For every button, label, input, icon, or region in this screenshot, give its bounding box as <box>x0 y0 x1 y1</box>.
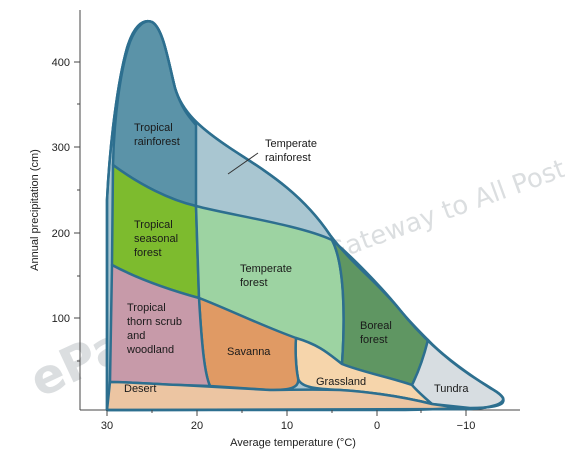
x-ticks: 30 20 10 0 −10 <box>101 410 475 432</box>
envelope-outline <box>105 19 505 412</box>
x-tick-label-0: 0 <box>374 420 380 432</box>
x-tick-label-30: 30 <box>101 420 113 432</box>
x-axis-title: Average temperature (°C) <box>230 437 356 449</box>
label-temperate-rainforest: Temperate rainforest <box>265 138 320 164</box>
x-tick-label-20: 20 <box>191 420 203 432</box>
x-tick-label-minus10: −10 <box>457 420 476 432</box>
biome-labels: Tropical rainforest Temperate rainforest… <box>124 122 469 395</box>
label-savanna: Savanna <box>227 346 271 358</box>
biome-regions <box>105 19 505 412</box>
y-tick-label-400: 400 <box>52 57 70 69</box>
x-tick-label-10: 10 <box>281 420 293 432</box>
y-tick-label-100: 100 <box>52 313 70 325</box>
label-tropical-rainforest: Tropical rainforest <box>134 122 180 148</box>
label-tropical-seasonal-forest: Tropical seasonal forest <box>134 219 181 259</box>
label-tropical-thorn-scrub: Tropical thorn scrub and woodland <box>126 302 185 356</box>
watermark-text: Gateway to All Post Graduate Courses <box>322 71 565 269</box>
temperate-rainforest-pointer <box>227 152 259 175</box>
y-tick-label-200: 200 <box>52 228 70 240</box>
label-tundra: Tundra <box>434 383 469 395</box>
label-desert: Desert <box>124 383 156 395</box>
label-boreal-forest: Boreal forest <box>360 320 395 346</box>
y-ticks: 100 200 300 400 <box>52 57 80 362</box>
label-grassland: Grassland <box>316 376 366 388</box>
region-boreal-forest <box>330 238 430 387</box>
label-temperate-forest: Temperate forest <box>240 263 295 289</box>
y-axis-title: Annual precipitation (cm) <box>29 149 41 271</box>
y-tick-label-300: 300 <box>52 142 70 154</box>
